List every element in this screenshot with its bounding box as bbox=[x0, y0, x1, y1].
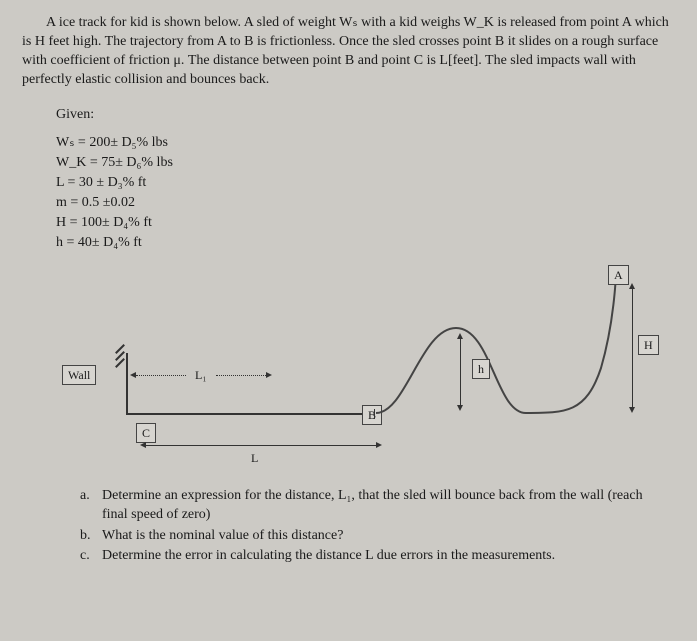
L1-arrow-right bbox=[216, 375, 266, 376]
q-letter: a. bbox=[80, 487, 102, 525]
track-curve bbox=[376, 268, 656, 418]
given-line: H = 100± D₄% ft bbox=[56, 214, 675, 233]
arrowhead bbox=[629, 407, 635, 413]
wall-vertical bbox=[126, 353, 128, 413]
given-line: m = 0.5 ±0.02 bbox=[56, 194, 675, 213]
problem-statement: A ice track for kid is shown below. A sl… bbox=[22, 14, 675, 90]
L1-arrow-left bbox=[136, 375, 186, 376]
given-line: h = 40± D₄% ft bbox=[56, 234, 675, 253]
arrowhead bbox=[457, 405, 463, 411]
h-vertical bbox=[460, 337, 461, 407]
q-text: What is the nominal value of this distan… bbox=[102, 527, 655, 546]
label-h: h bbox=[472, 359, 490, 379]
q-text: Determine an expression for the distance… bbox=[102, 487, 655, 525]
ground-line bbox=[126, 413, 376, 415]
given-label: Given: bbox=[56, 106, 675, 125]
given-line: L = 30 ± D₃% ft bbox=[56, 174, 675, 193]
track-diagram: Wall C L₁ L B h A bbox=[56, 263, 676, 473]
label-A: A bbox=[608, 265, 629, 285]
q-letter: b. bbox=[80, 527, 102, 546]
tick-B bbox=[374, 409, 375, 419]
given-block: Given: Wₛ = 200± D₅% lbs W_K = 75± D₆% l… bbox=[56, 106, 675, 253]
arrowhead bbox=[376, 442, 382, 448]
arrowhead bbox=[629, 283, 635, 289]
label-L1: L₁ bbox=[191, 367, 211, 383]
given-line: Wₛ = 200± D₅% lbs bbox=[56, 134, 675, 153]
question-c: c. Determine the error in calculating th… bbox=[80, 547, 655, 566]
label-C: C bbox=[136, 423, 156, 443]
question-b: b. What is the nominal value of this dis… bbox=[80, 527, 655, 546]
questions-list: a. Determine an expression for the dista… bbox=[80, 487, 655, 567]
H-vertical bbox=[632, 287, 633, 409]
arrowhead bbox=[140, 442, 146, 448]
question-a: a. Determine an expression for the dista… bbox=[80, 487, 655, 525]
L-arrow bbox=[146, 445, 376, 446]
arrowhead bbox=[266, 372, 272, 378]
q-text: Determine the error in calculating the d… bbox=[102, 547, 655, 566]
label-L: L bbox=[246, 449, 263, 467]
given-line: W_K = 75± D₆% lbs bbox=[56, 154, 675, 173]
q-letter: c. bbox=[80, 547, 102, 566]
label-H: H bbox=[638, 335, 659, 355]
arrowhead bbox=[130, 372, 136, 378]
label-wall: Wall bbox=[62, 365, 96, 385]
arrowhead bbox=[457, 333, 463, 339]
